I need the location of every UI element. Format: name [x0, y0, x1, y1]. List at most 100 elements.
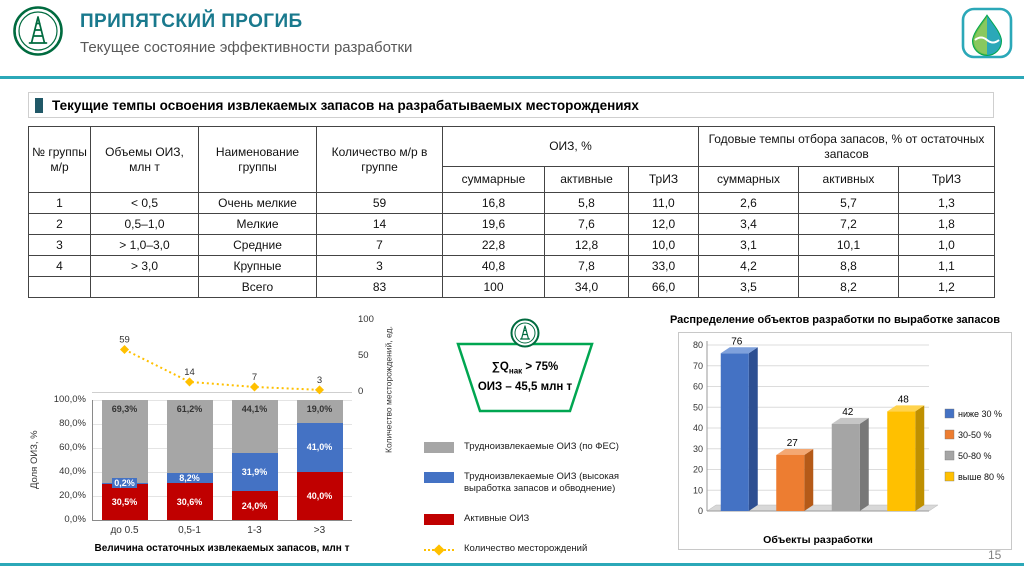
table-cell: 3 — [316, 255, 443, 277]
table-row: 4 > 3,0 Крупные 3 40,8 7,8 33,0 4,2 8,8 1,1 — [28, 255, 995, 277]
table-row: 3 > 1,0–3,0 Средние 7 22,8 12,8 10,0 3,1 10,1 1,0 — [28, 234, 995, 256]
y-axis-tick: 10 — [693, 485, 703, 495]
table-cell: 7,6 — [544, 213, 629, 235]
table-cell: 3,4 — [698, 213, 799, 235]
bar-segment-label: 8,2% — [177, 473, 202, 484]
right-chart-xlabel: Объекты разработки — [763, 534, 873, 546]
x-axis-line — [92, 520, 352, 521]
table-cell: 3 — [28, 234, 91, 256]
grid-line — [92, 496, 352, 497]
line-point-label: 7 — [252, 372, 257, 383]
table-cell: 34,0 — [544, 276, 629, 298]
bar-segment — [296, 400, 343, 423]
bar-segment-label: 69,3% — [111, 404, 138, 414]
right-chart-title: Распределение объектов разработки по выр… — [669, 314, 1001, 326]
bar-segment — [101, 400, 148, 484]
column-header-volumes: Объемы ОИЗ, млн т — [90, 126, 199, 193]
table-cell: > 1,0–3,0 — [90, 234, 199, 256]
bar-segment — [166, 483, 213, 520]
y-axis-tick: 40 — [693, 423, 703, 433]
y-axis-tick: 0,0% — [64, 514, 86, 525]
line-marker — [249, 382, 260, 392]
section-heading: Текущие темпы освоения извлекаемых запас… — [28, 92, 994, 118]
table-cell: Средние — [198, 234, 317, 256]
legend-label: Активные ОИЗ — [464, 513, 530, 524]
bar-segment-label: 40,0% — [306, 491, 333, 501]
legend-swatch — [424, 514, 454, 525]
legend-label: 50-80 % — [958, 451, 992, 461]
table-cell: 8,8 — [798, 255, 899, 277]
bar-side-3d — [804, 448, 814, 511]
bar-segment-label: 41,0% — [304, 442, 335, 453]
table-cell: 1,3 — [898, 192, 995, 214]
objects-bar-chart: 0 10 20 30 40 50 60 70 80 76 27 42 48 ниже 30 % 30-50 … — [693, 336, 1005, 516]
reserves-table: № группы м/р Объемы ОИЗ, млн т Наименова… — [28, 126, 995, 298]
right-bar-chart: Объекты разработки 0 10 20 30 40 50 60 70 80 76 27… — [678, 332, 1012, 550]
column-group-oiz: ОИЗ, % — [442, 126, 699, 167]
y-axis-tick: 20 — [693, 465, 703, 475]
table-cell: 7,8 — [544, 255, 629, 277]
y-axis-tick: 80,0% — [59, 418, 86, 429]
table-cell: 1,1 — [898, 255, 995, 277]
line-marker — [119, 344, 130, 355]
table-row: Всего 83 100 34,0 66,0 3,5 8,2 1,2 — [28, 276, 995, 298]
fields-count-line: 59 14 7 3 — [119, 335, 325, 395]
line-point-label: 59 — [119, 335, 130, 346]
table-cell: 16,8 — [442, 192, 545, 214]
legend-swatch — [424, 472, 454, 483]
table-cell: 11,0 — [628, 192, 699, 214]
y-axis-tick: 100,0% — [53, 394, 86, 405]
legend-swatch — [944, 450, 955, 461]
table-cell: 4 — [28, 255, 91, 277]
bar-segment-label: 31,9% — [239, 467, 270, 478]
table-cell — [90, 276, 199, 298]
table-cell: Мелкие — [198, 213, 317, 235]
brand-logo — [960, 6, 1014, 60]
subcolumn-oiz-active: активные — [544, 166, 629, 193]
table-cell: 33,0 — [628, 255, 699, 277]
table-cell: 5,7 — [798, 192, 899, 214]
table-cell: 1,8 — [898, 213, 995, 235]
x-axis-title: Величина остаточных извлекаемых запасов,… — [94, 543, 350, 554]
table-cell: 14 — [316, 213, 443, 235]
bar-value-label: 76 — [731, 336, 743, 347]
bar-top-3d — [831, 417, 869, 424]
trapezoid-shape — [456, 318, 594, 413]
y-axis-tick: 80 — [693, 340, 703, 350]
y2-axis-tick: 50 — [358, 350, 369, 361]
grid-line — [92, 472, 352, 473]
line-marker — [184, 377, 195, 387]
column-header-group-name: Наименование группы — [198, 126, 317, 193]
table-cell: 83 — [316, 276, 443, 298]
table-cell: 5,8 — [544, 192, 629, 214]
bar-top-3d — [720, 347, 758, 354]
grid-line — [92, 448, 352, 449]
grid-line — [92, 400, 352, 401]
company-logo-icon — [13, 6, 63, 56]
line-point-label: 3 — [317, 375, 322, 386]
table-cell: 2,6 — [698, 192, 799, 214]
bar-value-label: 48 — [898, 394, 910, 405]
bar-top-3d — [776, 448, 814, 455]
table-cell: 2 — [28, 213, 91, 235]
category-label: до 0.5 — [110, 525, 139, 536]
legend-label: Трудноизвлекаемые ОИЗ (по ФЕС) — [464, 441, 619, 452]
table-cell: 59 — [316, 192, 443, 214]
subcolumn-rates-total: суммарных — [698, 166, 799, 193]
table-cell: > 3,0 — [90, 255, 199, 277]
bar-segment-label: 19,0% — [306, 404, 333, 414]
company-logo — [12, 5, 64, 57]
legend-label: выше 80 % — [958, 472, 1005, 482]
section-heading-text: Текущие темпы освоения извлекаемых запас… — [52, 97, 639, 113]
column-group-rates: Годовые темпы отбора запасов, % от остат… — [698, 126, 995, 167]
table-cell: 0,5–1,0 — [90, 213, 199, 235]
table-cell: 40,8 — [442, 255, 545, 277]
column-header-count: Количество м/р в группе — [316, 126, 443, 193]
table-cell: 3,5 — [698, 276, 799, 298]
slide-subtitle: Текущее состояние эффективности разработ… — [80, 39, 413, 56]
y-axis-line — [92, 400, 93, 520]
bar-segment-label: 0,2% — [112, 478, 137, 489]
callout-line-2: ОИЗ – 45,5 млн т — [477, 381, 573, 394]
table-cell: 1,0 — [898, 234, 995, 256]
